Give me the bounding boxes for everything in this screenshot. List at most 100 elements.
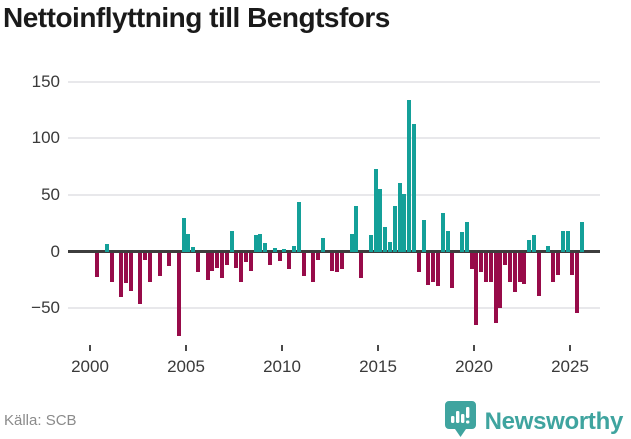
bar-2020Q3: [484, 253, 488, 282]
bar-2010Q2: [287, 253, 292, 270]
bar-2024Q1: [551, 253, 556, 282]
x-axis-label: 2020: [455, 357, 493, 376]
bar-2003Q3: [157, 253, 162, 276]
bar-2021Q4: [508, 253, 512, 282]
y-axis-label: 50: [41, 185, 60, 205]
bar-2022Q2: [517, 253, 522, 282]
bar-2002Q3: [138, 253, 143, 305]
bar-2014Q4: [373, 168, 378, 252]
bar-2011Q4: [316, 253, 320, 260]
bar-2004Q1: [167, 253, 172, 266]
x-axis-tick: [473, 345, 475, 351]
x-axis-tick: [569, 345, 571, 351]
bar-2011Q3: [311, 253, 316, 282]
bar-2024Q2: [556, 253, 560, 275]
bar-2008Q3: [253, 234, 258, 252]
bar-2016Q1: [397, 182, 402, 252]
bar-2015Q3: [388, 241, 392, 252]
bar-2005Q2: [191, 247, 196, 252]
bar-2015Q1: [378, 189, 383, 252]
bar-2001Q1: [109, 253, 114, 282]
bar-2005Q3: [196, 253, 200, 273]
bar-2001Q4: [124, 253, 128, 283]
bar-2013Q3: [349, 233, 354, 252]
y-axis-label: 150: [31, 71, 60, 91]
x-axis-tick: [185, 345, 187, 351]
bar-2019Q3: [464, 222, 469, 252]
bar-2018Q3: [445, 231, 450, 252]
x-axis-label: 2025: [551, 357, 589, 376]
bar-2013Q1: [340, 253, 344, 270]
bar-2016Q3: [407, 99, 412, 252]
brand-lockup: Newsworthy: [444, 400, 623, 439]
bar-2007Q1: [224, 253, 229, 265]
bar-2014Q3: [368, 234, 373, 252]
bar-2021Q2: [498, 253, 503, 308]
bar-2016Q4: [412, 123, 416, 252]
bar-2005Q1: [186, 233, 191, 252]
bar-2003Q1: [148, 253, 152, 282]
bar-2002Q4: [143, 253, 148, 260]
source-label: Källa: SCB: [4, 412, 77, 429]
bar-2008Q4: [258, 233, 263, 252]
bar-2018Q2: [440, 213, 445, 252]
bar-2017Q2: [421, 219, 426, 252]
bar-2001Q3: [119, 253, 124, 298]
bar-2009Q1: [263, 242, 268, 252]
bar-2007Q2: [229, 231, 234, 252]
bar-2022Q4: [527, 240, 532, 252]
bar-2025Q2: [575, 253, 580, 314]
bar-2011Q1: [301, 253, 306, 276]
brand-name: Newsworthy: [484, 407, 624, 435]
bar-2012Q1: [320, 238, 325, 252]
bar-2008Q2: [248, 253, 253, 272]
x-axis-tick: [281, 345, 283, 351]
bar-2023Q2: [536, 253, 541, 297]
bar-2008Q1: [244, 253, 248, 263]
bar-2014Q1: [359, 253, 364, 279]
bar-2015Q2: [383, 226, 388, 252]
bar-2013Q4: [354, 206, 359, 252]
bar-2007Q4: [239, 253, 244, 282]
bar-2017Q1: [416, 253, 421, 273]
bar-2017Q3: [426, 253, 431, 285]
bar-2022Q3: [522, 253, 527, 284]
bar-2020Q2: [479, 253, 484, 273]
bar-2004Q3: [176, 253, 181, 336]
y-axis-label: 100: [31, 128, 60, 148]
gridline-y-50: [68, 194, 600, 197]
x-axis-tick: [89, 345, 91, 351]
bar-2025Q3: [580, 222, 584, 252]
bar-2019Q2: [460, 232, 464, 252]
bar-2024Q4: [565, 231, 570, 252]
bar-2000Q4: [104, 243, 109, 252]
bar-2024Q3: [560, 231, 565, 252]
bar-2021Q1: [493, 253, 498, 324]
bar-2012Q4: [335, 253, 340, 273]
x-axis-label: 2010: [263, 357, 301, 376]
bar-2007Q3: [234, 253, 239, 268]
bar-2006Q4: [220, 253, 224, 279]
y-axis-label: 0: [50, 241, 60, 261]
bar-2016Q2: [402, 193, 407, 252]
gridline-y-100: [68, 137, 600, 140]
chart-title: Nettoinflyttning till Bengtsfors: [3, 2, 390, 33]
y-axis-label: −50: [31, 298, 60, 318]
bar-2015Q4: [392, 206, 397, 252]
bar-2009Q2: [268, 253, 272, 265]
gridline-y-150: [68, 80, 600, 83]
x-axis-tick: [377, 345, 379, 351]
bar-2010Q3: [292, 246, 296, 252]
bar-2006Q1: [205, 253, 210, 281]
bar-2023Q4: [546, 246, 551, 252]
bar-2010Q4: [296, 201, 301, 252]
bar-2012Q3: [330, 253, 335, 272]
bar-2025Q1: [570, 253, 575, 275]
gridline-y--50: [68, 307, 600, 310]
bar-chart-pin-icon: [444, 400, 477, 439]
bar-2006Q3: [215, 253, 220, 268]
bar-2023Q1: [532, 234, 536, 252]
bar-2009Q3: [272, 248, 277, 252]
bar-2020Q4: [488, 253, 493, 282]
